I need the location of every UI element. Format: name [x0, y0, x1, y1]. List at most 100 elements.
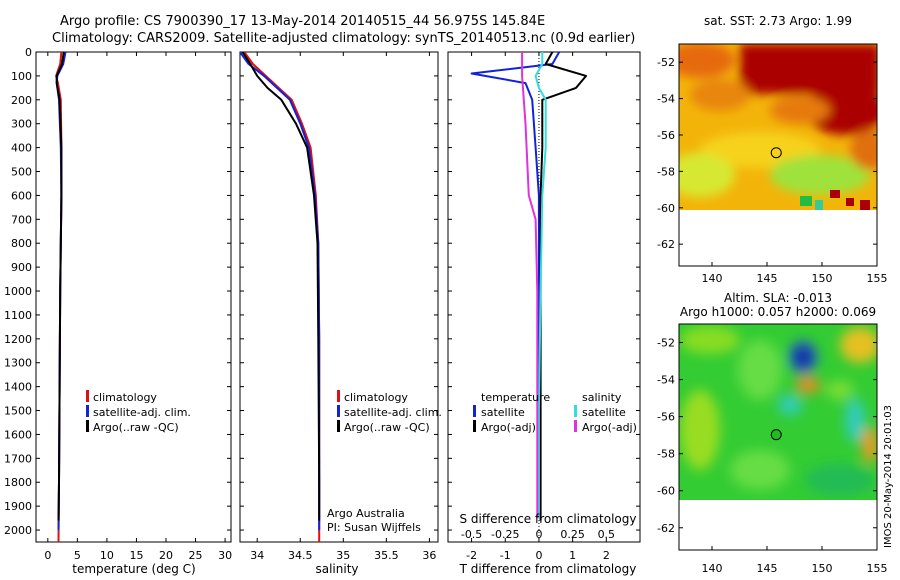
x-tick-label: 35.5 — [374, 549, 399, 562]
series-line — [539, 52, 588, 521]
y-tick-label: 2000 — [4, 524, 32, 537]
x-tick-label: 15 — [129, 549, 143, 562]
x-tick-label: -1 — [500, 549, 511, 562]
map-y-tick-label: -58 — [657, 448, 675, 461]
s-tick-label: -0.5 — [461, 528, 482, 541]
y-tick-label: 1800 — [4, 476, 32, 489]
legend-label-t-argo: Argo(-adj) — [481, 421, 536, 434]
sla-map-field — [679, 324, 877, 500]
x-tick-label: 30 — [218, 549, 232, 562]
map-y-tick-label: -62 — [657, 238, 675, 251]
y-tick-label: 400 — [11, 142, 32, 155]
y-tick-label: 300 — [11, 118, 32, 131]
sst-map-ticks: -52 -54 -56 -58 -60 -62 140 145 150 155 — [657, 56, 887, 285]
x-tick-label: 2 — [603, 549, 610, 562]
legend-swatch-argo — [86, 420, 89, 432]
x-tick-label: 0 — [44, 549, 51, 562]
difference-axes-frame — [447, 51, 641, 543]
attribution-line2: PI: Susan Wijffels — [327, 521, 421, 534]
salinity-panel: 34 34.5 35 35.5 36 salinity climatology sate… — [239, 51, 442, 576]
legend-swatch-t-satellite — [473, 405, 476, 417]
y-tick-label: 200 — [11, 94, 32, 107]
y-tick-label: 1500 — [4, 405, 32, 418]
salinity-x-ticks: 34 34.5 35 35.5 36 — [250, 52, 436, 562]
x-tick-label: -2 — [466, 549, 477, 562]
s-tick-label: 0 — [535, 528, 542, 541]
x-tick-label: 20 — [159, 549, 173, 562]
legend-label-s-satellite: satellite — [582, 406, 626, 419]
sst-map-title: sat. SST: 2.73 Argo: 1.99 — [704, 14, 852, 28]
y-tick-label: 100 — [11, 70, 32, 83]
map-x-tick-label: 145 — [757, 272, 778, 285]
x-tick-label: 25 — [189, 549, 203, 562]
series-line — [55, 52, 65, 521]
map-x-tick-label: 150 — [812, 272, 833, 285]
y-tick-label: 500 — [11, 166, 32, 179]
difference-s-ticks: -0.5 -0.25 0 0.25 0.5 — [461, 528, 615, 541]
s-difference-label: S difference from climatology — [460, 512, 637, 526]
map-y-tick-label: -52 — [657, 337, 675, 350]
temperature-lines — [55, 52, 67, 542]
legend-swatch-climatology — [86, 390, 89, 402]
salinity-x-label: salinity — [315, 562, 358, 576]
y-tick-label: 1600 — [4, 428, 32, 441]
map-x-tick-label: 140 — [702, 272, 723, 285]
x-tick-label: 1 — [569, 549, 576, 562]
map-y-tick-label: -60 — [657, 485, 675, 498]
map-y-tick-label: -62 — [657, 522, 675, 535]
legend-label-t-satellite: satellite — [481, 406, 525, 419]
map-x-tick-label: 140 — [702, 562, 723, 575]
map-x-tick-label: 155 — [867, 562, 888, 575]
y-tick-label: 800 — [11, 237, 32, 250]
series-line — [241, 52, 321, 521]
map-y-tick-label: -52 — [657, 56, 675, 69]
salinity-axes-frame — [239, 51, 439, 543]
legend-swatch-satellite — [86, 405, 89, 417]
legend-label-satellite: satellite-adj. clim. — [344, 406, 442, 419]
salinity-y-ticks — [240, 51, 438, 531]
figure-title-line2: Climatology: CARS2009. Satellite-adjuste… — [52, 31, 635, 46]
legend-swatch-argo — [337, 420, 340, 432]
salinity-lines — [240, 52, 321, 542]
temperature-panel: 0100200300400500600700800900100011001200… — [4, 46, 232, 576]
figure-title-line1: Argo profile: CS 7900390_17 13-May-2014 … — [60, 14, 545, 29]
legend-title-salinity: salinity — [582, 391, 622, 404]
y-tick-label: 1000 — [4, 285, 32, 298]
y-tick-label: 600 — [11, 189, 32, 202]
y-tick-label: 1700 — [4, 452, 32, 465]
x-tick-label: 5 — [74, 549, 81, 562]
sst-map-panel: sat. SST: 2.73 Argo: 1.99 -52 -54 -56 -58 -6… — [657, 14, 887, 285]
map-x-tick-label: 150 — [812, 562, 833, 575]
legend-swatch-t-argo — [473, 420, 476, 432]
legend-label-climatology: climatology — [93, 391, 157, 404]
series-line — [240, 52, 321, 530]
temperature-legend: climatology satellite-adj. clim. Argo(..… — [86, 390, 191, 434]
s-tick-label: 0.25 — [560, 528, 585, 541]
y-tick-label: 1200 — [4, 333, 32, 346]
difference-lines — [470, 52, 588, 542]
sla-map-ticks: -52 -54 -56 -58 -60 -62 140 145 150 155 — [657, 337, 887, 575]
s-tick-label: -0.25 — [491, 528, 519, 541]
temperature-x-label: temperature (deg C) — [72, 562, 195, 576]
x-tick-label: 0 — [535, 549, 542, 562]
map-x-tick-label: 155 — [867, 272, 888, 285]
series-line — [243, 52, 321, 542]
difference-x-ticks: -2 -1 0 1 2 — [466, 52, 610, 562]
legend-swatch-s-satellite — [574, 405, 577, 417]
x-tick-label: 34.5 — [288, 549, 313, 562]
sla-map-title-line1: Altim. SLA: -0.013 — [724, 291, 832, 305]
difference-y-ticks — [448, 51, 640, 531]
y-tick-label: 1300 — [4, 357, 32, 370]
series-line — [521, 52, 539, 519]
sst-map-frame — [678, 43, 878, 267]
y-tick-label: 900 — [11, 261, 32, 274]
x-tick-label: 35 — [336, 549, 350, 562]
y-tick-label: 1900 — [4, 500, 32, 513]
temperature-x-ticks: 0 5 10 15 20 25 30 — [44, 52, 232, 562]
legend-swatch-s-argo — [574, 420, 577, 432]
map-y-tick-label: -56 — [657, 411, 675, 424]
y-tick-label: 1100 — [4, 309, 32, 322]
t-difference-label: T difference from climatology — [459, 562, 637, 576]
legend-swatch-satellite — [337, 405, 340, 417]
